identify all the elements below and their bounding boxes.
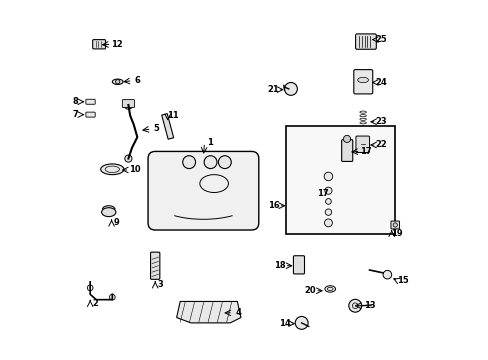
FancyBboxPatch shape (93, 40, 105, 49)
Text: 17: 17 (359, 147, 371, 156)
FancyBboxPatch shape (341, 140, 352, 161)
Text: 7: 7 (72, 110, 78, 119)
Text: 16: 16 (267, 201, 279, 210)
Circle shape (109, 294, 115, 300)
FancyBboxPatch shape (122, 100, 134, 108)
Circle shape (218, 156, 231, 168)
Text: 17: 17 (317, 189, 328, 198)
Circle shape (115, 80, 120, 84)
FancyBboxPatch shape (355, 136, 369, 153)
Circle shape (295, 316, 307, 329)
FancyBboxPatch shape (355, 34, 376, 49)
Text: 22: 22 (375, 140, 387, 149)
FancyBboxPatch shape (390, 221, 399, 229)
Text: 20: 20 (304, 286, 315, 295)
Ellipse shape (101, 164, 123, 175)
Ellipse shape (324, 286, 335, 292)
Text: 8: 8 (72, 97, 78, 106)
Circle shape (348, 299, 361, 312)
Text: 18: 18 (273, 261, 285, 270)
Circle shape (124, 101, 132, 109)
Circle shape (87, 285, 93, 291)
Circle shape (124, 155, 132, 162)
Circle shape (324, 172, 332, 181)
Ellipse shape (357, 77, 367, 83)
Text: 11: 11 (166, 111, 178, 120)
FancyBboxPatch shape (293, 256, 304, 274)
Text: 9: 9 (114, 219, 119, 228)
Text: 14: 14 (279, 319, 290, 328)
Text: 5: 5 (153, 125, 159, 134)
Circle shape (382, 270, 391, 279)
Circle shape (392, 223, 397, 227)
FancyBboxPatch shape (86, 99, 95, 104)
Text: 2: 2 (92, 299, 98, 308)
FancyBboxPatch shape (353, 69, 372, 94)
Text: 25: 25 (375, 35, 387, 44)
Ellipse shape (112, 79, 123, 85)
Text: 3: 3 (157, 280, 163, 289)
Text: 12: 12 (110, 40, 122, 49)
Text: 10: 10 (128, 166, 140, 175)
Text: 4: 4 (235, 309, 241, 318)
Circle shape (352, 303, 357, 309)
FancyBboxPatch shape (150, 252, 160, 279)
Polygon shape (176, 301, 241, 323)
FancyBboxPatch shape (86, 112, 95, 117)
Bar (285, 126, 394, 234)
Text: 21: 21 (266, 85, 278, 94)
Circle shape (183, 156, 195, 168)
Circle shape (324, 219, 332, 227)
Text: 23: 23 (375, 117, 386, 126)
Text: 15: 15 (396, 276, 408, 285)
Text: 6: 6 (135, 76, 141, 85)
Text: 13: 13 (363, 301, 375, 310)
Circle shape (203, 156, 217, 168)
FancyBboxPatch shape (148, 152, 258, 230)
Circle shape (325, 209, 331, 215)
Polygon shape (162, 114, 173, 139)
Circle shape (324, 187, 331, 194)
Circle shape (284, 82, 297, 95)
Circle shape (325, 199, 331, 204)
Text: 24: 24 (375, 78, 387, 87)
Circle shape (343, 135, 350, 143)
Ellipse shape (102, 208, 116, 217)
Text: 1: 1 (206, 138, 212, 147)
Text: 19: 19 (390, 229, 402, 238)
